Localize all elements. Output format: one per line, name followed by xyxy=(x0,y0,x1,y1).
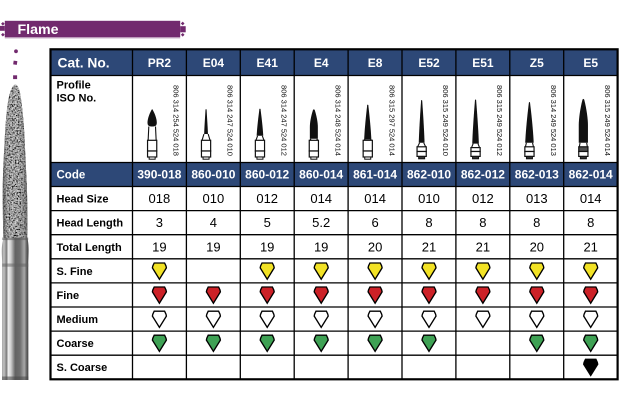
svg-text:860-012: 860-012 xyxy=(245,168,289,182)
svg-text:8: 8 xyxy=(587,215,594,230)
svg-text:8: 8 xyxy=(425,215,432,230)
svg-text:8: 8 xyxy=(533,215,540,230)
svg-text:013: 013 xyxy=(526,191,548,206)
svg-text:PR2: PR2 xyxy=(148,56,172,70)
svg-text:E04: E04 xyxy=(203,56,225,70)
svg-text:Flame: Flame xyxy=(18,22,59,38)
svg-text:390-018: 390-018 xyxy=(137,168,181,182)
svg-text:Head Size: Head Size xyxy=(57,194,109,206)
svg-text:S. Fine: S. Fine xyxy=(57,266,93,278)
svg-text:E52: E52 xyxy=(418,56,440,70)
svg-text:8: 8 xyxy=(479,215,486,230)
svg-text:4: 4 xyxy=(210,215,217,230)
svg-text:19: 19 xyxy=(260,239,274,254)
svg-text:21: 21 xyxy=(422,239,436,254)
svg-text:806 315 249 524 012: 806 315 249 524 012 xyxy=(495,85,504,156)
svg-text:806 314 249 524 013: 806 314 249 524 013 xyxy=(549,85,558,156)
svg-text:20: 20 xyxy=(530,239,544,254)
svg-text:19: 19 xyxy=(314,239,328,254)
svg-text:E8: E8 xyxy=(368,56,383,70)
svg-text:861-014: 861-014 xyxy=(353,168,397,182)
svg-text:860-010: 860-010 xyxy=(191,168,235,182)
svg-text:5: 5 xyxy=(264,215,271,230)
svg-text:860-014: 860-014 xyxy=(299,168,343,182)
svg-text:Code: Code xyxy=(57,170,86,182)
svg-text:806 315 249 524 010: 806 315 249 524 010 xyxy=(441,85,450,156)
svg-text:806 314 248 524 014: 806 314 248 524 014 xyxy=(333,85,342,156)
svg-text:806 314 247 524 012: 806 314 247 524 012 xyxy=(280,85,289,156)
svg-text:806 314 247 524 010: 806 314 247 524 010 xyxy=(226,85,235,156)
svg-text:21: 21 xyxy=(583,239,597,254)
svg-text:806 314 254 524 018: 806 314 254 524 018 xyxy=(172,85,181,156)
svg-text:862-013: 862-013 xyxy=(515,168,559,182)
svg-text:010: 010 xyxy=(418,191,440,206)
svg-text:E4: E4 xyxy=(314,56,329,70)
svg-text:014: 014 xyxy=(310,191,332,206)
svg-text:E41: E41 xyxy=(257,56,279,70)
svg-text:Profile: Profile xyxy=(57,79,91,91)
svg-text:Cat. No.: Cat. No. xyxy=(58,55,110,70)
svg-text:Fine: Fine xyxy=(57,290,80,302)
svg-text:5.2: 5.2 xyxy=(312,215,330,230)
svg-text:S. Coarse: S. Coarse xyxy=(57,362,108,374)
svg-text:862-014: 862-014 xyxy=(569,168,613,182)
svg-text:E51: E51 xyxy=(472,56,494,70)
svg-text:21: 21 xyxy=(476,239,490,254)
svg-text:012: 012 xyxy=(472,191,494,206)
svg-text:862-010: 862-010 xyxy=(407,168,451,182)
svg-text:014: 014 xyxy=(580,191,602,206)
svg-text:Head Length: Head Length xyxy=(57,218,124,230)
svg-text:Coarse: Coarse xyxy=(57,338,94,350)
svg-text:014: 014 xyxy=(364,191,386,206)
svg-text:012: 012 xyxy=(256,191,278,206)
svg-text:E5: E5 xyxy=(583,56,598,70)
svg-text:018: 018 xyxy=(149,191,171,206)
svg-text:806 315 249 524 014: 806 315 249 524 014 xyxy=(603,85,612,156)
svg-text:6: 6 xyxy=(371,215,378,230)
svg-text:806 315 297 524 014: 806 315 297 524 014 xyxy=(387,85,396,156)
svg-text:Z5: Z5 xyxy=(530,56,544,70)
svg-text:010: 010 xyxy=(203,191,225,206)
svg-text:862-012: 862-012 xyxy=(461,168,505,182)
svg-text:19: 19 xyxy=(152,239,166,254)
svg-text:ISO No.: ISO No. xyxy=(57,92,97,104)
svg-text:Medium: Medium xyxy=(57,314,99,326)
svg-text:20: 20 xyxy=(368,239,382,254)
svg-text:19: 19 xyxy=(206,239,220,254)
svg-text:3: 3 xyxy=(156,215,163,230)
svg-text:Total Length: Total Length xyxy=(57,242,122,254)
